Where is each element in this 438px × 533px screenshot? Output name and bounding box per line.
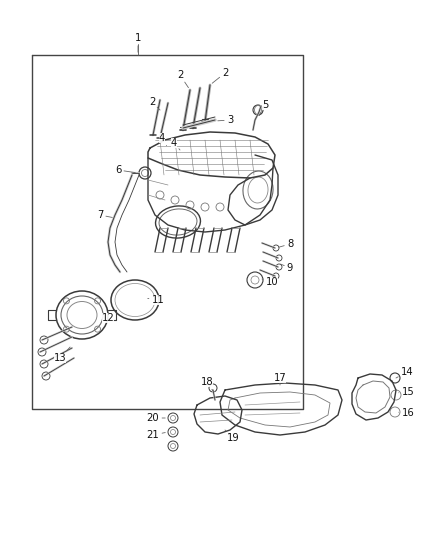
Text: 16: 16 xyxy=(399,408,414,418)
Text: 2: 2 xyxy=(212,68,228,83)
Text: 9: 9 xyxy=(281,263,293,273)
Text: 11: 11 xyxy=(148,295,164,305)
Text: 6: 6 xyxy=(115,165,135,175)
Text: 14: 14 xyxy=(396,367,413,378)
Text: 2: 2 xyxy=(177,70,188,88)
Text: 13: 13 xyxy=(54,347,70,363)
Text: 3: 3 xyxy=(218,115,233,125)
Text: 12: 12 xyxy=(102,313,117,323)
Text: 1: 1 xyxy=(135,33,141,52)
Text: 18: 18 xyxy=(201,377,213,391)
Text: 15: 15 xyxy=(399,387,414,397)
Text: 1: 1 xyxy=(135,33,141,43)
Text: 5: 5 xyxy=(259,100,268,116)
Text: 2: 2 xyxy=(149,97,160,110)
Text: 17: 17 xyxy=(274,373,286,385)
Text: 21: 21 xyxy=(147,430,165,440)
Text: 19: 19 xyxy=(225,430,240,443)
Text: 4: 4 xyxy=(159,133,166,146)
Text: 20: 20 xyxy=(147,413,165,423)
Text: 4: 4 xyxy=(171,138,180,150)
Text: 10: 10 xyxy=(262,277,278,287)
Text: 8: 8 xyxy=(279,239,293,249)
Text: 7: 7 xyxy=(97,210,112,220)
